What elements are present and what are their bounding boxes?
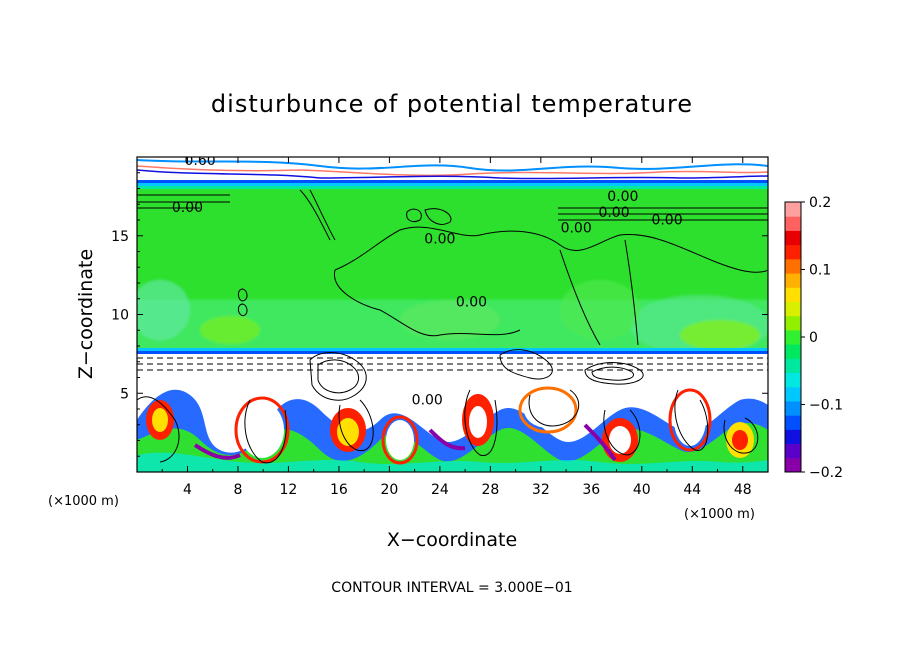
x-tick-label: 8 bbox=[233, 482, 242, 498]
z-tick-label: 15 bbox=[111, 229, 129, 245]
colorbar-segment bbox=[785, 457, 801, 473]
colorbar-tick-label: 0.1 bbox=[809, 263, 831, 279]
colorbar-segment bbox=[785, 329, 801, 345]
x-tick-label: 24 bbox=[431, 482, 449, 498]
contour-label: 0.00 bbox=[598, 205, 629, 221]
z-axis-label: Z−coordinate bbox=[75, 249, 97, 379]
colorbar-segment bbox=[785, 244, 801, 260]
colorbar-segment bbox=[785, 415, 801, 430]
colorbar-segment bbox=[785, 258, 801, 274]
contour-labels: 0.600.000.000.000.000.000.000.000.00 bbox=[172, 153, 683, 408]
contour-label: 0.00 bbox=[456, 295, 487, 311]
x-tick-label: 28 bbox=[481, 482, 499, 498]
colorbar-segment bbox=[785, 372, 801, 388]
x-axis-label: X−coordinate bbox=[387, 529, 517, 551]
plot-area: 0.600.000.000.000.000.000.000.000.00 bbox=[137, 153, 768, 472]
colorbar-segment bbox=[785, 358, 801, 374]
colorbar-segment bbox=[785, 230, 801, 246]
x-tick-label: 20 bbox=[380, 482, 398, 498]
contour-interval-text: CONTOUR INTERVAL = 3.000E−01 bbox=[331, 580, 572, 596]
colorbar-segment bbox=[785, 315, 801, 331]
colorbar-segment bbox=[785, 443, 801, 459]
colorbar-segment bbox=[785, 429, 801, 445]
colorbar-segment bbox=[785, 400, 801, 416]
contour-label: 0.00 bbox=[651, 213, 682, 229]
lower-field bbox=[137, 378, 768, 472]
top-layers bbox=[137, 157, 768, 189]
x-tick-label: 4 bbox=[183, 482, 192, 498]
x-tick-label: 32 bbox=[532, 482, 550, 498]
upper-field bbox=[137, 185, 768, 355]
colorbar bbox=[784, 201, 802, 473]
x-tick-label: 16 bbox=[330, 482, 348, 498]
colorbar-segment bbox=[785, 287, 801, 302]
contour-label: 0.00 bbox=[607, 189, 638, 205]
x-axis-unit-label: (×1000 m) bbox=[684, 507, 755, 522]
contour-label: 0.60 bbox=[185, 153, 216, 169]
colorbar-tick-label: −0.1 bbox=[809, 398, 843, 414]
colorbar-segment bbox=[785, 202, 801, 217]
contour-label: 0.00 bbox=[561, 221, 592, 237]
contour-label: 0.00 bbox=[172, 200, 203, 216]
z-tick-label: 5 bbox=[120, 386, 129, 402]
colorbar-tick-label: 0.2 bbox=[809, 195, 831, 211]
z-axis-unit-label: (×1000 m) bbox=[48, 494, 119, 509]
colorbar-segment bbox=[785, 344, 801, 359]
colorbar-segment bbox=[785, 216, 801, 231]
contour-label: 0.00 bbox=[412, 392, 443, 408]
colorbar-segment bbox=[785, 273, 801, 288]
x-tick-label: 12 bbox=[280, 482, 298, 498]
x-tick-label: 40 bbox=[633, 482, 651, 498]
x-axis: 4 8 12 16 20 24 28 32 36 40 44 48 bbox=[161, 157, 752, 498]
colorbar-tick-label: 0 bbox=[809, 330, 818, 346]
colorbar-segment bbox=[785, 386, 801, 402]
contour-label: 0.00 bbox=[424, 232, 455, 248]
z-tick-label: 10 bbox=[111, 308, 129, 324]
contour-lines bbox=[137, 189, 768, 464]
x-tick-label: 36 bbox=[582, 482, 600, 498]
colorbar-tick-label: −0.2 bbox=[809, 465, 843, 481]
colorbar-ticks: 0.2 0.1 0 −0.1 −0.2 bbox=[801, 195, 843, 481]
x-tick-label: 48 bbox=[734, 482, 752, 498]
z-axis: 5 10 15 bbox=[111, 172, 768, 457]
colorbar-segment bbox=[785, 301, 801, 317]
mid-band bbox=[137, 348, 768, 378]
chart-title: disturbunce of potential temperature bbox=[211, 90, 693, 118]
x-tick-label: 44 bbox=[683, 482, 701, 498]
